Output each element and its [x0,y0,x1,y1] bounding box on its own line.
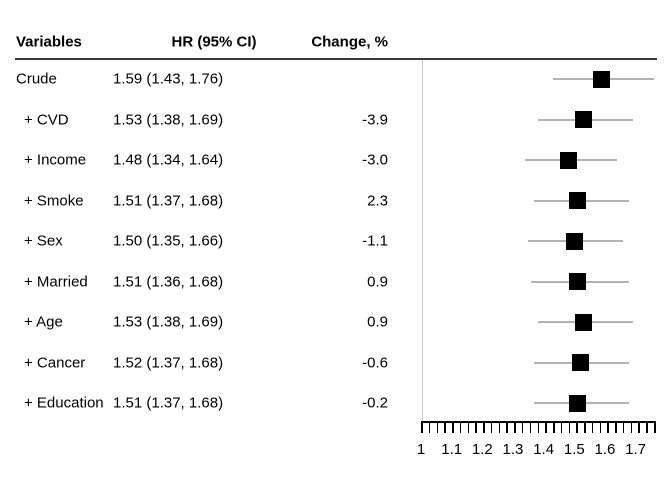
column-header-variables: Variables [16,33,82,51]
x-axis-tick [560,421,563,433]
x-axis-tick [490,421,493,433]
row-hr-ci-value: 1.52 (1.37, 1.68) [113,354,224,371]
x-axis-tick [421,421,423,433]
x-axis-tick-label: 1 [416,441,426,458]
x-axis-tick [436,421,439,433]
x-axis-tick [529,421,532,433]
row-change-value: 0.9 [367,273,388,290]
row-change-value: 0.9 [367,313,388,331]
x-axis-tick [654,421,656,433]
hr-marker [559,151,577,169]
row-variable-label: + Smoke [24,192,84,209]
x-axis-tick [444,421,446,433]
hr-marker [571,354,589,371]
x-axis-tick [646,421,648,433]
x-axis-tick [576,421,578,433]
x-axis-tick [475,421,477,433]
x-axis-tick [506,421,508,433]
row-variable-label: + Education [24,394,104,412]
x-axis-tick [584,421,586,433]
row-variable-label: + Married [24,273,88,290]
x-axis-tick [459,421,462,433]
row-change-value: -3.9 [362,111,388,128]
x-axis-tick-label: 1.6 [594,441,616,458]
x-axis-tick-label: 1.4 [533,441,555,458]
hr-marker [568,394,586,412]
x-axis-tick-label: 1.1 [441,441,463,458]
x-axis-tick [553,421,555,433]
row-change-value: -0.6 [362,354,388,371]
row-hr-ci-value: 1.51 (1.37, 1.68) [113,192,224,209]
x-axis-tick [545,421,547,433]
row-change-value: -1.1 [362,232,388,250]
row-hr-ci-value: 1.48 (1.34, 1.64) [113,151,224,169]
x-axis-tick [591,421,594,433]
row-hr-ci-value: 1.53 (1.38, 1.69) [113,313,224,331]
x-axis-tick [452,421,454,433]
reference-line-hr-1 [422,60,423,421]
row-change-value: -3.0 [362,151,388,169]
row-variable-label: + Age [24,313,63,331]
x-axis-tick [622,421,625,433]
x-axis-tick [638,421,640,433]
x-axis-tick [428,421,431,433]
row-change-value: -0.2 [362,394,388,412]
row-hr-ci-value: 1.53 (1.38, 1.69) [113,111,224,128]
x-axis-tick-label: 1.7 [625,441,647,458]
hr-marker [568,273,586,290]
x-axis-tick-label: 1.2 [471,441,493,458]
x-axis-tick-label: 1.3 [502,441,524,458]
x-axis-tick [483,421,485,433]
row-variable-label: + Sex [24,232,63,250]
row-hr-ci-value: 1.50 (1.35, 1.66) [113,232,224,250]
column-header-hr-ci: HR (95% CI) [171,33,257,51]
row-change-value: 2.3 [367,192,388,209]
x-axis-tick [514,421,516,433]
row-variable-label: + Income [24,151,87,169]
x-axis-tick [568,421,571,433]
hr-marker [568,192,586,209]
x-axis-tick [607,421,609,433]
x-axis-tick [630,421,633,433]
column-header-change-percent: Change, % [311,33,388,51]
x-axis-tick [537,421,539,433]
x-axis-tick [521,421,524,433]
x-axis-tick-label: 1.5 [563,441,585,458]
row-variable-label: + CVD [24,111,69,128]
row-hr-ci-value: 1.51 (1.36, 1.68) [113,273,224,290]
row-hr-ci-value: 1.59 (1.43, 1.76) [113,70,224,88]
x-axis-tick [467,421,470,433]
x-axis-tick [615,421,617,433]
row-variable-label: + Cancer [24,354,86,371]
hr-marker [574,111,592,128]
header-divider-line [15,58,657,60]
hr-marker [565,232,583,250]
x-axis-tick [498,421,501,433]
x-axis-tick [599,421,602,433]
hr-marker [574,313,592,331]
row-hr-ci-value: 1.51 (1.37, 1.68) [113,394,224,412]
row-variable-label: Crude [16,70,57,88]
hr-marker [593,70,611,88]
